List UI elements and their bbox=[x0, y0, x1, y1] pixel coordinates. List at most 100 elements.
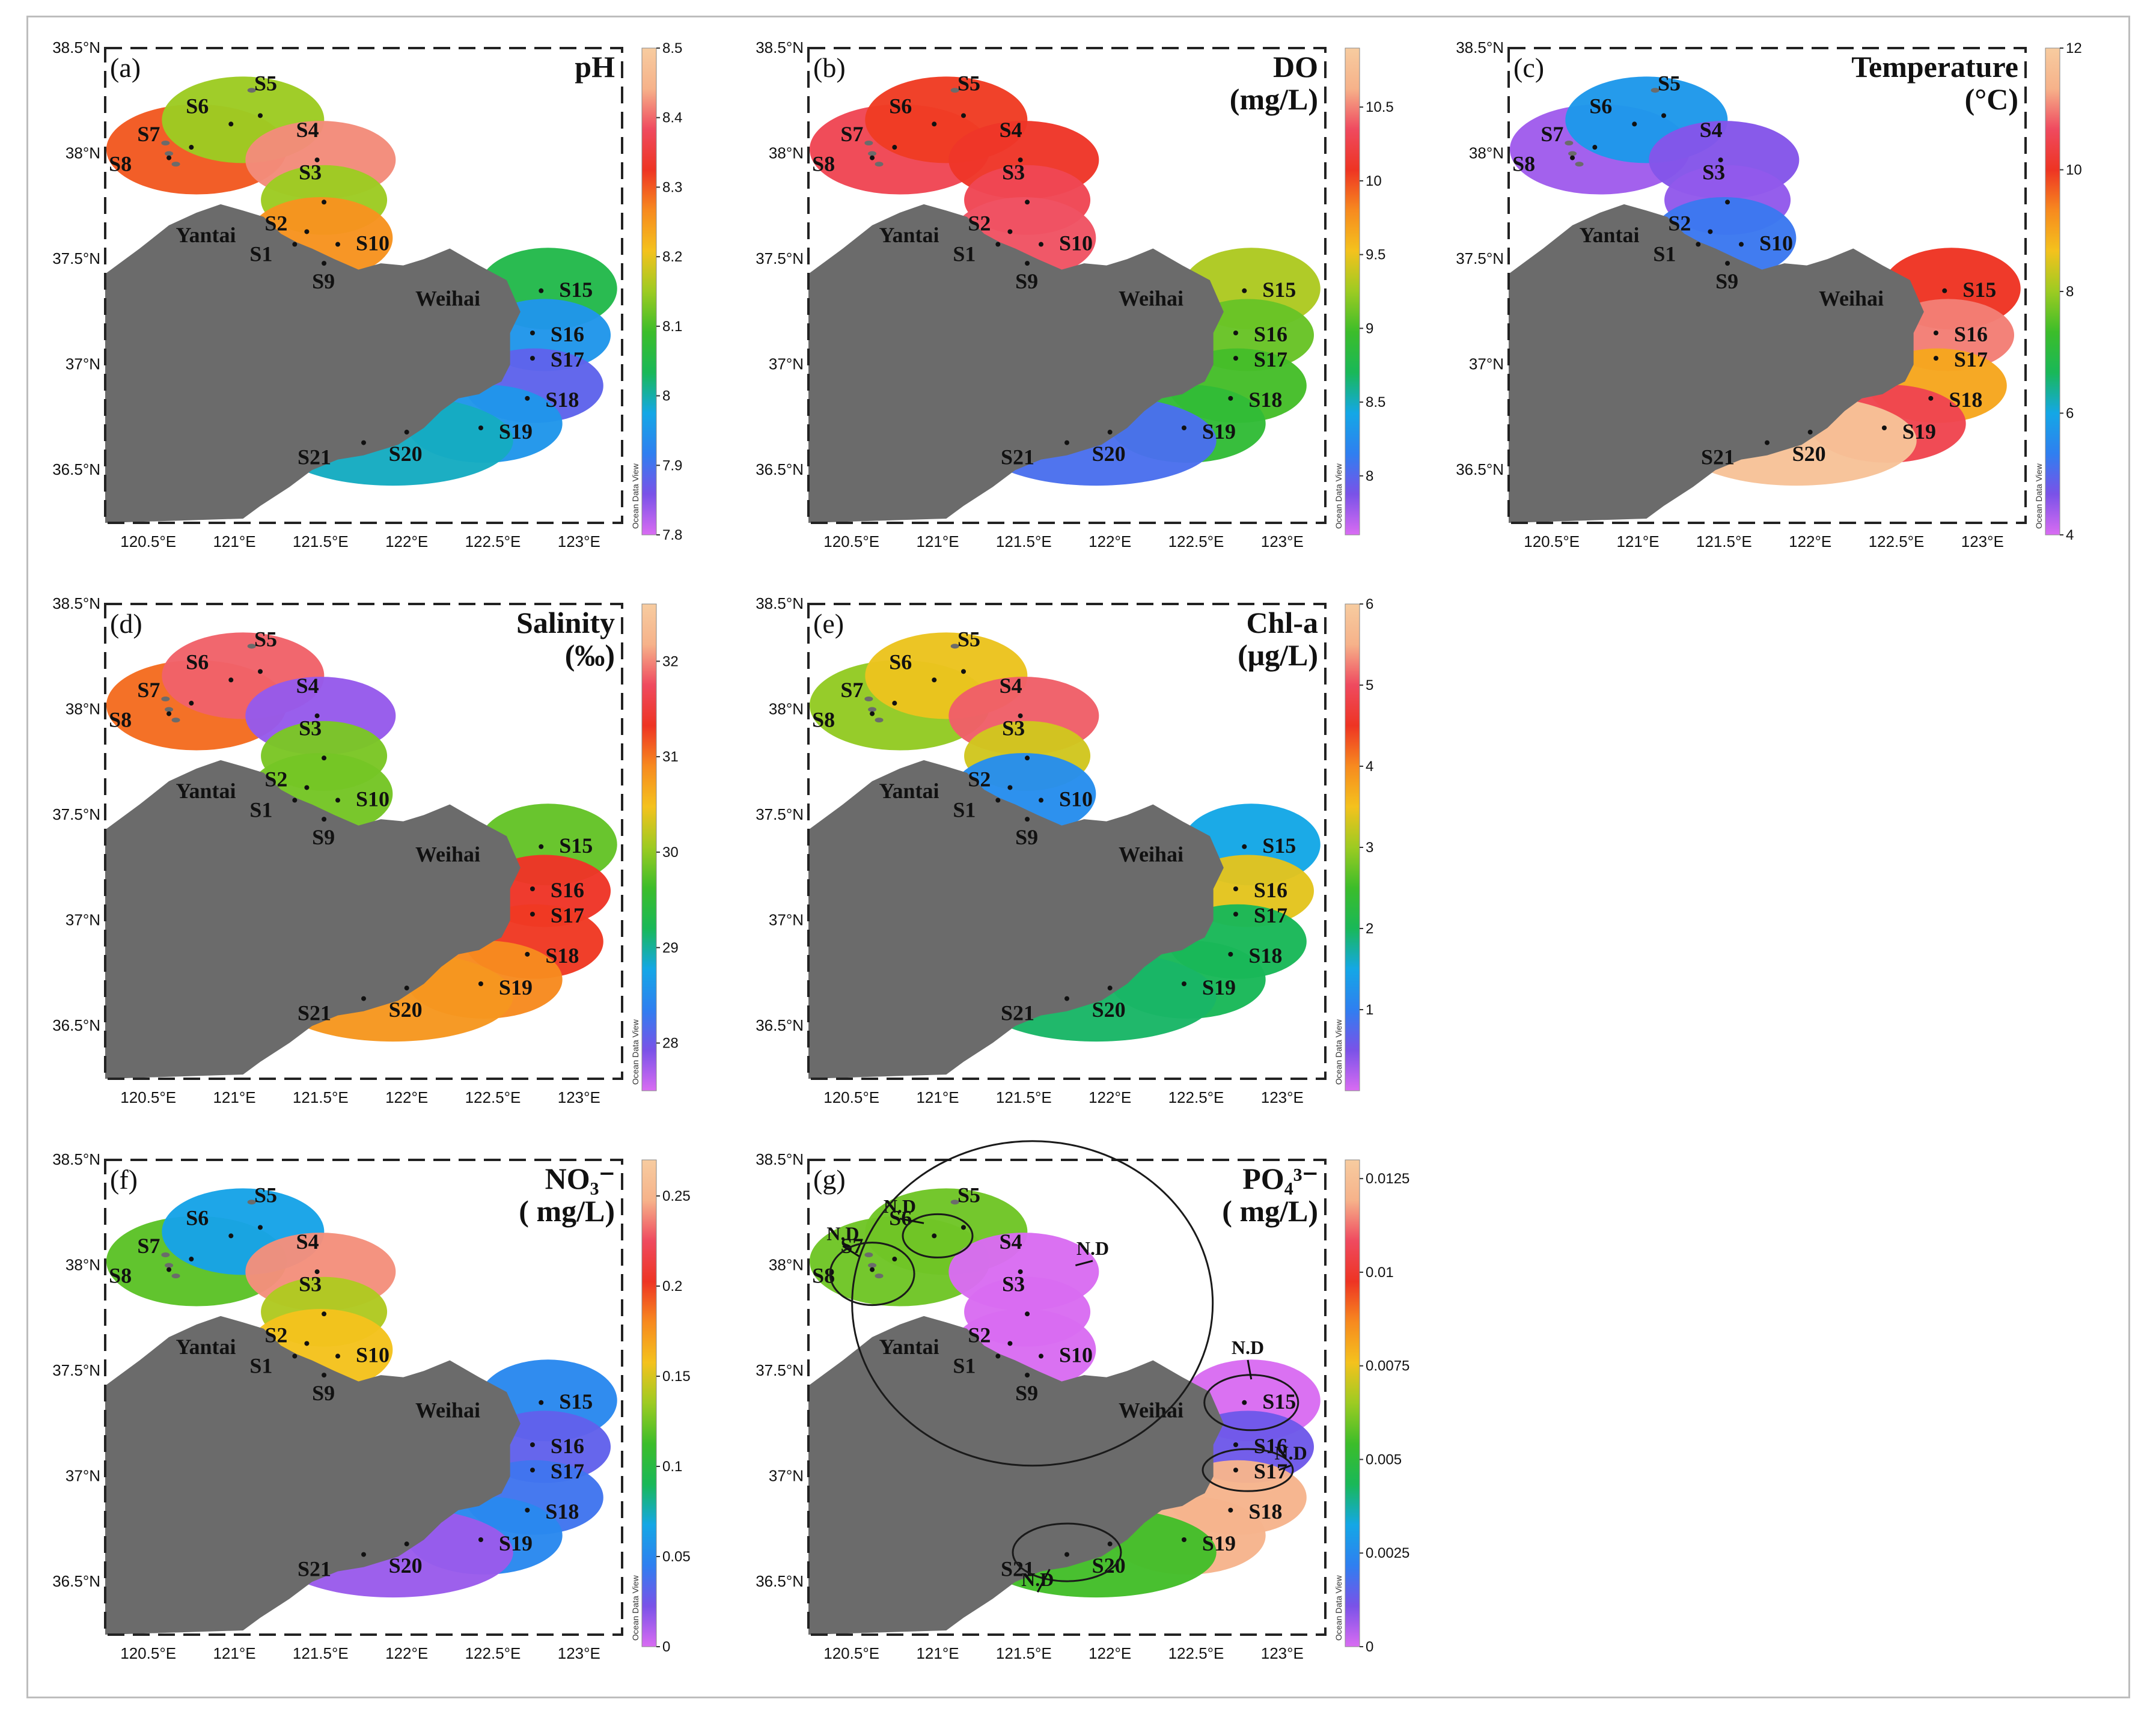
station-label: S3 bbox=[1002, 160, 1025, 184]
lon-tick-label: 122.5°E bbox=[465, 532, 521, 550]
odv-watermark: Ocean Data View bbox=[631, 1019, 640, 1085]
station-dot bbox=[870, 1267, 875, 1272]
station-label: S18 bbox=[1248, 944, 1282, 968]
colorbar-tick-label: 0.05 bbox=[662, 1549, 691, 1565]
station-label: S21 bbox=[1001, 1557, 1034, 1581]
lat-tick-label: 38.5°N bbox=[1456, 38, 1504, 56]
colorbar bbox=[641, 603, 657, 1091]
land-mass bbox=[808, 204, 1224, 523]
land-mass bbox=[105, 204, 521, 523]
lat-tick-label: 38.5°N bbox=[52, 38, 100, 56]
colorbar-tick-label: 3 bbox=[1366, 840, 1373, 856]
panel-letter: (a) bbox=[110, 52, 141, 83]
station-dot bbox=[1025, 1311, 1030, 1317]
station-label: S18 bbox=[1248, 388, 1282, 412]
map-g: 38.5°N 38°N 37.5°N 37°N 36.5°N 120.5°E 121°E 12… bbox=[756, 1140, 1409, 1662]
lon-tick-label: 121°E bbox=[916, 1088, 959, 1106]
station-dot bbox=[314, 713, 320, 719]
lat-tick-label: 36.5°N bbox=[52, 1572, 100, 1590]
panel-title: PO₄³⁻ bbox=[1242, 1162, 1318, 1195]
station-dot bbox=[1592, 145, 1598, 150]
lat-tick-label: 38°N bbox=[769, 700, 804, 718]
station-dot bbox=[1039, 1353, 1043, 1359]
island bbox=[1565, 141, 1574, 145]
station-label: S20 bbox=[389, 1554, 423, 1578]
nd-arrow bbox=[1278, 1465, 1292, 1471]
city-label-yantai: Yantai bbox=[879, 223, 939, 247]
station-label: S17 bbox=[1254, 347, 1287, 371]
panel-letter: (b) bbox=[813, 52, 846, 83]
station-dot bbox=[961, 113, 966, 118]
station-dot bbox=[1765, 440, 1770, 445]
lat-tick-label: 37.5°N bbox=[756, 805, 804, 823]
station-dot bbox=[892, 701, 897, 706]
station-dot bbox=[304, 1341, 310, 1346]
station-label: S17 bbox=[1254, 903, 1287, 927]
lat-tick-label: 38.5°N bbox=[52, 1150, 100, 1168]
colorbar-tick-label: 29 bbox=[662, 940, 679, 956]
lon-tick-label: 122°E bbox=[1089, 532, 1131, 550]
station-dot bbox=[995, 797, 1001, 803]
lon-tick-label: 121°E bbox=[213, 532, 255, 550]
station-dot bbox=[1696, 242, 1701, 247]
colorbar-tick-label: 12 bbox=[2066, 40, 2082, 56]
station-dot bbox=[525, 395, 530, 401]
nd-label: N.D bbox=[1021, 1569, 1054, 1590]
station-label: S17 bbox=[1954, 347, 1988, 371]
station-label: S5 bbox=[254, 627, 277, 651]
station-label: S19 bbox=[1902, 419, 1936, 444]
city-label-yantai: Yantai bbox=[176, 1335, 236, 1359]
station-label: S9 bbox=[1015, 825, 1038, 849]
colorbar-tick-label: 0.1 bbox=[662, 1459, 682, 1475]
panel-title: (μg/L) bbox=[1238, 638, 1318, 672]
lat-tick-label: 37.5°N bbox=[52, 1361, 100, 1379]
panel-letter: (f) bbox=[110, 1164, 138, 1195]
lon-tick-label: 122°E bbox=[385, 1644, 428, 1662]
station-label: S9 bbox=[312, 269, 335, 293]
station-dot bbox=[166, 1267, 172, 1272]
colorbar-tick-label: 0.0075 bbox=[1366, 1358, 1409, 1374]
station-dot bbox=[1064, 996, 1069, 1001]
city-label-weihai: Weihai bbox=[1119, 842, 1183, 866]
station-dot bbox=[1233, 1442, 1238, 1447]
station-dot bbox=[1807, 430, 1813, 435]
station-label: S20 bbox=[1792, 442, 1826, 466]
station-label: S6 bbox=[889, 1206, 912, 1230]
island bbox=[165, 1263, 174, 1268]
island bbox=[1568, 151, 1577, 156]
island bbox=[1575, 162, 1584, 167]
nd-label: N.D bbox=[1275, 1442, 1307, 1464]
station-label: S3 bbox=[299, 160, 322, 184]
station-label: S6 bbox=[186, 1206, 209, 1230]
lon-tick-label: 121.5°E bbox=[996, 1644, 1052, 1662]
nd-ellipse bbox=[1012, 1522, 1122, 1582]
station-dot bbox=[322, 261, 327, 266]
station-dot bbox=[530, 1468, 535, 1473]
station-label: S9 bbox=[312, 825, 335, 849]
station-dot bbox=[525, 1507, 530, 1513]
map-frame bbox=[104, 1159, 623, 1636]
colorbar-tick-label: 4 bbox=[1366, 758, 1373, 775]
station-label: S1 bbox=[953, 242, 976, 266]
station-dot bbox=[1725, 261, 1730, 266]
station-dot bbox=[1107, 986, 1113, 991]
colorbar-tick-label: 0.01 bbox=[1366, 1264, 1394, 1281]
panel-title: ( mg/L) bbox=[1222, 1194, 1318, 1228]
map-c: 38.5°N 38°N 37.5°N 37°N 36.5°N 120.5°E 121°E 12… bbox=[1456, 38, 2082, 550]
station-dot bbox=[1018, 157, 1023, 163]
station-label: S7 bbox=[840, 122, 863, 146]
island bbox=[247, 1200, 256, 1205]
station-dot bbox=[304, 229, 310, 234]
colorbar-tick-label: 10 bbox=[2066, 162, 2082, 178]
lon-tick-label: 123°E bbox=[1261, 1644, 1304, 1662]
colorbar-tick-label: 5 bbox=[1366, 677, 1373, 694]
island bbox=[247, 644, 256, 649]
station-dot bbox=[539, 1400, 544, 1405]
lat-tick-label: 38°N bbox=[1469, 144, 1504, 162]
lat-tick-label: 38.5°N bbox=[756, 1150, 804, 1168]
station-dot bbox=[539, 288, 544, 293]
nd-ellipse bbox=[902, 1213, 974, 1258]
island bbox=[247, 88, 256, 93]
island bbox=[1651, 88, 1660, 93]
